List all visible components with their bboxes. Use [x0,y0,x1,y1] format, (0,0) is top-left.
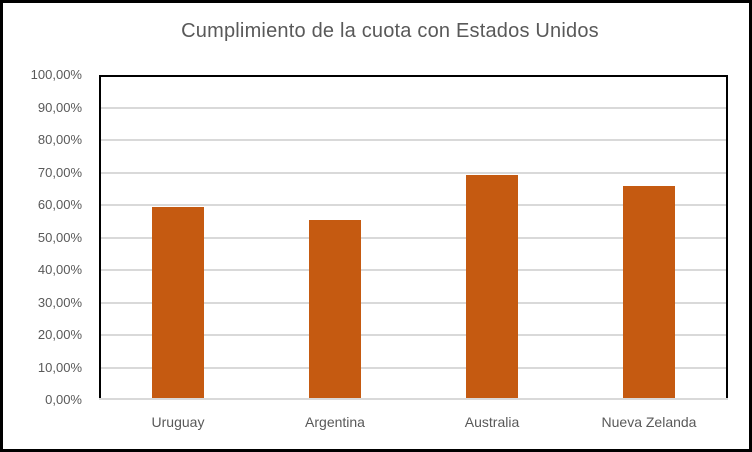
y-axis-label-70: 70,00% [37,164,82,180]
x-axis-label-australia: Australia [464,414,520,430]
x-axis-label-uruguay: Uruguay [151,414,205,430]
x-axis-label-argentina: Argentina [305,414,365,430]
plot-border-left [99,75,101,400]
plot-border-top [99,75,728,77]
bar-nueva-zelanda [623,186,675,399]
y-axis-label-0: 0,00% [45,392,82,407]
bar-argentina [309,220,361,399]
chart-title: Cumplimiento de la cuota con Estados Uni… [181,20,599,42]
y-axis-label-20: 20,00% [37,327,82,342]
plot-border-right [726,75,728,400]
gridline-40 [99,269,728,271]
y-axis-label-80: 80,00% [37,132,82,147]
x-axis-label-nueva-zelanda: Nueva Zelanda [601,414,697,430]
plot-area [99,75,728,400]
y-axis-label-30: 30,00% [37,294,82,310]
y-axis-label-90: 90,00% [37,99,82,115]
y-axis-label-60: 60,00% [37,197,82,212]
gridline-80 [99,139,728,141]
y-axis-label-40: 40,00% [37,262,82,277]
gridline-70 [99,171,728,174]
bar-australia [466,175,518,399]
x-axis-line [99,398,728,400]
y-axis-label-50: 50,00% [37,229,82,245]
gridline-20 [99,334,728,336]
gridline-30 [99,301,728,304]
bar-uruguay [152,207,204,399]
gridline-50 [99,236,728,239]
gridline-90 [99,106,728,109]
gridline-10 [99,366,728,369]
y-axis-label-100: 100,00% [30,67,82,82]
y-axis-label-10: 10,00% [37,359,82,375]
gridline-60 [99,204,728,206]
